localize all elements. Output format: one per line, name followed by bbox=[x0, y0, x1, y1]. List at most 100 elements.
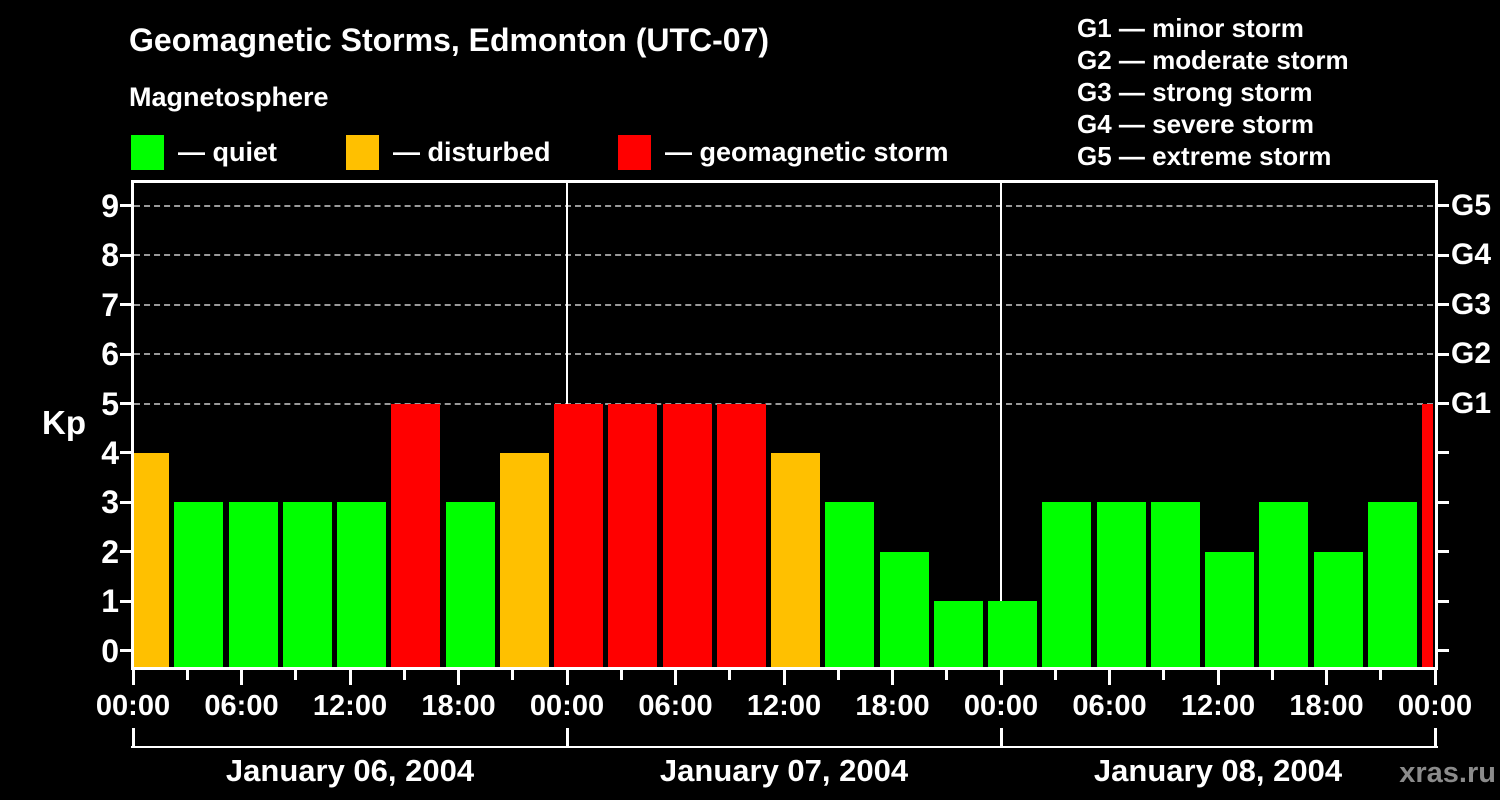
x-axis-time-label: 18:00 bbox=[421, 690, 496, 722]
magnetosphere-label: Magnetosphere bbox=[129, 82, 329, 112]
x-axis-tick-minor bbox=[294, 669, 298, 680]
y-axis-label: 1 bbox=[101, 583, 119, 620]
storm-scale-legend: G1 — minor storm G2 — moderate storm G3 — … bbox=[1077, 12, 1349, 172]
x-axis-tick-major bbox=[1216, 669, 1220, 685]
y-axis-label: 5 bbox=[101, 385, 119, 422]
day-label: January 08, 2004 bbox=[1093, 753, 1343, 788]
x-axis-time-label: 12:00 bbox=[1180, 690, 1256, 722]
y-axis-tick-right bbox=[1437, 451, 1449, 455]
kp-bar bbox=[1150, 502, 1200, 667]
right-axis-label-g1: G1 bbox=[1451, 386, 1492, 420]
x-axis-time-label: 06:00 bbox=[638, 690, 713, 722]
y-axis-label: 6 bbox=[101, 336, 119, 373]
legend-item: — disturbed bbox=[346, 135, 551, 170]
x-axis-tick-minor bbox=[1162, 669, 1166, 680]
x-axis-tick-major bbox=[1108, 669, 1111, 685]
x-axis-time-label: 18:00 bbox=[855, 690, 930, 722]
storm-scale-item: G2 — moderate storm bbox=[1077, 45, 1349, 75]
y-axis-tick-right bbox=[1437, 253, 1449, 257]
x-axis-tick-minor bbox=[402, 669, 406, 680]
x-axis-tick-major bbox=[891, 669, 894, 685]
legend-item: — quiet bbox=[131, 135, 277, 170]
gridline-kp5 bbox=[134, 402, 1433, 405]
y-axis-tick-right bbox=[1437, 500, 1449, 504]
y-axis-tick-right bbox=[1437, 550, 1449, 554]
x-axis-time-label: 18:00 bbox=[1289, 690, 1364, 722]
y-axis-tick-left bbox=[120, 599, 131, 603]
kp-bar bbox=[337, 502, 386, 667]
kp-bar bbox=[499, 452, 549, 667]
x-axis-tick-major bbox=[782, 669, 786, 685]
x-axis-tick-minor bbox=[619, 669, 623, 680]
x-axis-tick-major bbox=[1433, 669, 1437, 685]
x-axis-tick-major bbox=[999, 669, 1003, 685]
day-bracket-line bbox=[131, 745, 1438, 748]
y-axis-tick-right bbox=[1437, 204, 1449, 208]
x-axis-tick-minor bbox=[1379, 669, 1383, 680]
kp-bar bbox=[174, 502, 224, 667]
kp-bar bbox=[662, 403, 712, 667]
kp-bar bbox=[282, 502, 332, 667]
kp-bar bbox=[228, 502, 278, 667]
x-axis-time-label: 06:00 bbox=[1072, 690, 1147, 722]
x-axis-time-label: 00:00 bbox=[963, 690, 1039, 722]
kp-bar bbox=[771, 452, 820, 667]
y-axis-tick-left bbox=[120, 500, 131, 504]
day-bracket-tick bbox=[131, 728, 135, 747]
y-axis-tick-left bbox=[120, 204, 131, 208]
kp-bar bbox=[716, 403, 766, 667]
day-label: January 06, 2004 bbox=[225, 753, 475, 788]
x-axis-tick-major bbox=[131, 669, 135, 685]
x-axis-time-label: 00:00 bbox=[1397, 690, 1473, 722]
right-axis-label-g5: G5 bbox=[1451, 188, 1492, 222]
y-axis-tick-right bbox=[1437, 352, 1449, 356]
legend-swatch bbox=[346, 135, 379, 170]
x-axis-tick-minor bbox=[1053, 669, 1057, 680]
kp-bar bbox=[391, 403, 441, 667]
x-axis-time-label: 00:00 bbox=[95, 690, 171, 722]
day-bracket-tick bbox=[999, 728, 1003, 747]
legend-item: — geomagnetic storm bbox=[618, 135, 949, 170]
y-axis-label: 9 bbox=[101, 187, 119, 224]
day-bracket-tick bbox=[565, 728, 569, 747]
kp-bar bbox=[825, 502, 875, 667]
y-axis-tick-left bbox=[120, 451, 131, 455]
kp-bar bbox=[1313, 551, 1363, 667]
watermark: xras.ru bbox=[1399, 757, 1496, 789]
right-axis-label-g2: G2 bbox=[1451, 337, 1492, 371]
legend-swatch bbox=[618, 135, 651, 170]
x-axis-tick-minor bbox=[728, 669, 732, 680]
storm-scale-item: G4 — severe storm bbox=[1077, 109, 1315, 139]
kp-bar bbox=[1422, 403, 1433, 667]
y-axis-tick-left bbox=[120, 303, 131, 307]
kp-bar bbox=[134, 452, 169, 667]
y-axis-tick-left bbox=[120, 550, 131, 554]
y-axis-label: 7 bbox=[101, 286, 119, 323]
chart-title: Geomagnetic Storms, Edmonton (UTC-07) bbox=[129, 22, 770, 58]
kp-bar bbox=[1259, 502, 1309, 667]
plot-border-top bbox=[131, 180, 1438, 183]
y-axis-label: 2 bbox=[101, 533, 119, 570]
legend-swatch bbox=[131, 135, 164, 170]
plot-border-bottom bbox=[131, 667, 1438, 670]
x-axis-time-label: 12:00 bbox=[746, 690, 822, 722]
plot-border-right bbox=[1435, 180, 1438, 670]
kp-bar bbox=[1367, 502, 1417, 667]
storm-scale-item: G3 — strong storm bbox=[1077, 77, 1313, 107]
gridline-kp6 bbox=[134, 353, 1433, 356]
x-axis-tick-major bbox=[565, 669, 569, 685]
x-axis-tick-minor bbox=[836, 669, 840, 680]
x-axis-time-label: 06:00 bbox=[204, 690, 279, 722]
kp-bar bbox=[879, 551, 929, 667]
x-axis-tick-major bbox=[348, 669, 352, 685]
y-axis-label: 8 bbox=[101, 237, 119, 274]
legend-label: — geomagnetic storm bbox=[665, 137, 949, 167]
kp-bar bbox=[554, 403, 603, 667]
day-boundary-line bbox=[999, 182, 1003, 667]
x-axis-tick-minor bbox=[945, 669, 949, 680]
kp-bar bbox=[1205, 551, 1254, 667]
kp-bar bbox=[933, 601, 983, 667]
kp-bar bbox=[608, 403, 658, 667]
y-axis-tick-left bbox=[120, 649, 131, 652]
